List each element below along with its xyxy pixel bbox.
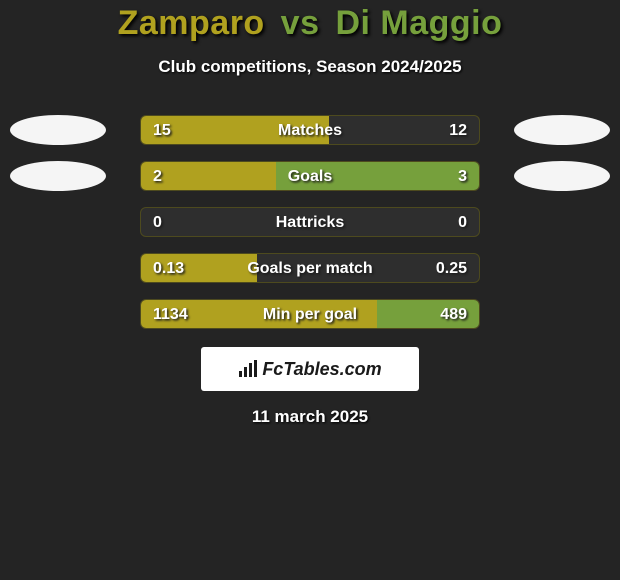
stat-label: Hattricks [141,208,479,237]
stat-value-right: 489 [440,300,467,329]
stat-value-left: 2 [153,162,162,191]
player2-name: Di Maggio [335,4,502,42]
subtitle: Club competitions, Season 2024/2025 [0,57,620,77]
stat-row: 1134489Min per goal [0,299,620,329]
page-title: Zamparo vs Di Maggio [0,0,620,43]
stat-value-right: 0 [458,208,467,237]
stat-bar: 0.130.25Goals per match [140,253,480,283]
brand-badge: FcTables.com [201,347,419,391]
player2-avatar [514,161,610,191]
stat-value-right: 3 [458,162,467,191]
stat-value-left: 0.13 [153,254,184,283]
bars-icon [238,360,258,378]
comparison-infographic: Zamparo vs Di Maggio Club competitions, … [0,0,620,580]
player1-avatar [10,161,106,191]
stat-bar: 1134489Min per goal [140,299,480,329]
stat-value-left: 1134 [153,300,188,329]
player1-name: Zamparo [118,4,265,42]
stat-bar: 1512Matches [140,115,480,145]
bar-right-fill [276,162,479,190]
stat-value-left: 0 [153,208,162,237]
brand-label: FcTables.com [238,359,381,380]
stat-rows: 1512Matches23Goals00Hattricks0.130.25Goa… [0,115,620,329]
stat-value-right: 12 [449,116,467,145]
stat-row: 0.130.25Goals per match [0,253,620,283]
stat-row: 1512Matches [0,115,620,145]
stat-bar: 0 0Hattricks [140,207,480,237]
stat-row: 0 0Hattricks [0,207,620,237]
stat-value-right: 0.25 [436,254,467,283]
date-label: 11 march 2025 [0,407,620,427]
vs-label: vs [281,4,320,42]
player2-avatar [514,115,610,145]
stat-bar: 23Goals [140,161,480,191]
player1-avatar [10,115,106,145]
stat-value-left: 15 [153,116,171,145]
stat-row: 23Goals [0,161,620,191]
brand-text: FcTables.com [262,359,381,380]
